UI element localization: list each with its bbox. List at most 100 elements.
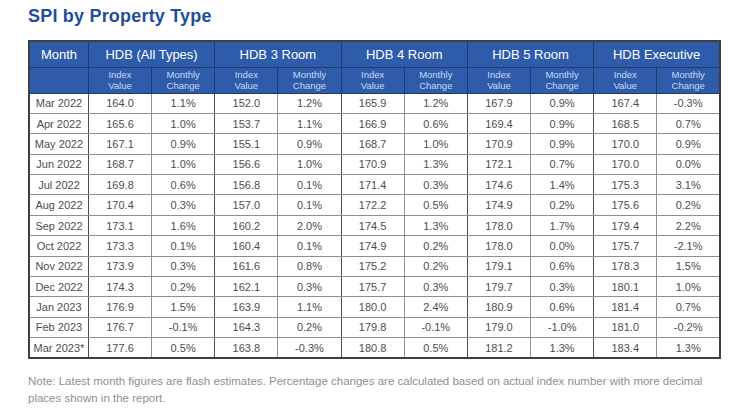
monthly-change-cell: -2.1%: [657, 236, 720, 256]
table-row: Dec 2022174.30.2%162.10.3%175.70.3%179.7…: [29, 277, 720, 297]
index-value-cell: 167.1: [88, 134, 151, 154]
index-value-cell: 161.6: [215, 256, 278, 276]
index-value-cell: 180.0: [341, 297, 404, 317]
monthly-change-cell: -0.3%: [278, 338, 341, 358]
month-cell: Aug 2022: [29, 195, 88, 215]
subheader-monthly-change: Monthly Change: [404, 67, 467, 93]
table-row: Jan 2023176.91.5%163.91.1%180.02.4%180.9…: [29, 297, 720, 317]
monthly-change-cell: 1.2%: [278, 93, 341, 113]
column-group-hdb-executive: HDB Executive: [594, 41, 720, 67]
index-value-cell: 152.0: [215, 93, 278, 113]
subheader-index-value: Index Value: [594, 67, 657, 93]
table-row: Oct 2022173.30.1%160.40.1%174.90.2%178.0…: [29, 236, 720, 256]
index-value-cell: 175.7: [341, 277, 404, 297]
index-value-cell: 156.8: [215, 175, 278, 195]
monthly-change-cell: 0.2%: [152, 277, 215, 297]
index-value-cell: 181.4: [594, 297, 657, 317]
monthly-change-cell: -0.3%: [657, 93, 720, 113]
monthly-change-cell: 0.1%: [278, 175, 341, 195]
monthly-change-cell: 0.0%: [657, 154, 720, 174]
index-value-cell: 174.9: [467, 195, 530, 215]
index-value-cell: 173.3: [88, 236, 151, 256]
index-value-cell: 169.8: [88, 175, 151, 195]
monthly-change-cell: -0.2%: [657, 317, 720, 337]
monthly-change-cell: 1.0%: [152, 154, 215, 174]
monthly-change-cell: 0.9%: [657, 134, 720, 154]
index-value-cell: 165.9: [341, 93, 404, 113]
monthly-change-cell: 0.1%: [152, 236, 215, 256]
subheader-monthly-change: Monthly Change: [657, 67, 720, 93]
monthly-change-cell: 2.4%: [404, 297, 467, 317]
monthly-change-cell: 1.6%: [152, 215, 215, 235]
monthly-change-cell: 1.5%: [657, 256, 720, 276]
month-cell: Mar 2023*: [29, 338, 88, 358]
monthly-change-cell: 0.0%: [531, 236, 594, 256]
monthly-change-cell: 0.3%: [531, 277, 594, 297]
monthly-change-cell: 0.9%: [531, 134, 594, 154]
subheader-index-value: Index Value: [88, 67, 151, 93]
monthly-change-cell: 0.2%: [657, 195, 720, 215]
table-row: Sep 2022173.11.6%160.22.0%174.51.3%178.0…: [29, 215, 720, 235]
month-cell: Sep 2022: [29, 215, 88, 235]
month-cell: Feb 2023: [29, 317, 88, 337]
index-value-cell: 167.9: [467, 93, 530, 113]
index-value-cell: 178.0: [467, 236, 530, 256]
index-value-cell: 175.6: [594, 195, 657, 215]
index-value-cell: 165.6: [88, 113, 151, 133]
monthly-change-cell: 1.3%: [657, 338, 720, 358]
monthly-change-cell: 3.1%: [657, 175, 720, 195]
monthly-change-cell: 1.0%: [404, 134, 467, 154]
monthly-change-cell: 0.6%: [404, 113, 467, 133]
monthly-change-cell: 1.7%: [531, 215, 594, 235]
monthly-change-cell: 1.4%: [531, 175, 594, 195]
column-group-hdb-5-room: HDB 5 Room: [467, 41, 593, 67]
monthly-change-cell: 0.5%: [404, 338, 467, 358]
monthly-change-cell: 0.9%: [531, 113, 594, 133]
index-value-cell: 167.4: [594, 93, 657, 113]
table-row: Jun 2022168.71.0%156.61.0%170.91.3%172.1…: [29, 154, 720, 174]
monthly-change-cell: 0.3%: [404, 175, 467, 195]
index-value-cell: 180.8: [341, 338, 404, 358]
table-header: Month HDB (All Types) HDB 3 Room HDB 4 R…: [29, 41, 720, 93]
index-value-cell: 180.1: [594, 277, 657, 297]
index-value-cell: 174.3: [88, 277, 151, 297]
index-value-cell: 168.7: [88, 154, 151, 174]
index-value-cell: 163.8: [215, 338, 278, 358]
monthly-change-cell: 0.1%: [278, 195, 341, 215]
index-value-cell: 160.4: [215, 236, 278, 256]
table-row: Feb 2023176.7-0.1%164.30.2%179.8-0.1%179…: [29, 317, 720, 337]
index-value-cell: 174.6: [467, 175, 530, 195]
index-value-cell: 155.1: [215, 134, 278, 154]
monthly-change-cell: 0.3%: [404, 277, 467, 297]
table-row: May 2022167.10.9%155.10.9%168.71.0%170.9…: [29, 134, 720, 154]
monthly-change-cell: 1.2%: [404, 93, 467, 113]
table-row: Nov 2022173.90.3%161.60.8%175.20.2%179.1…: [29, 256, 720, 276]
column-group-hdb-3-room: HDB 3 Room: [215, 41, 341, 67]
group-header-row: Month HDB (All Types) HDB 3 Room HDB 4 R…: [29, 41, 720, 67]
index-value-cell: 180.9: [467, 297, 530, 317]
month-cell: Oct 2022: [29, 236, 88, 256]
index-value-cell: 175.2: [341, 256, 404, 276]
index-value-cell: 170.0: [594, 134, 657, 154]
index-value-cell: 160.2: [215, 215, 278, 235]
monthly-change-cell: 0.2%: [404, 256, 467, 276]
index-value-cell: 168.7: [341, 134, 404, 154]
monthly-change-cell: 1.3%: [404, 154, 467, 174]
index-value-cell: 175.7: [594, 236, 657, 256]
index-value-cell: 175.3: [594, 175, 657, 195]
sub-header-row: Index Value Monthly Change Index Value M…: [29, 67, 720, 93]
index-value-cell: 166.9: [341, 113, 404, 133]
index-value-cell: 170.0: [594, 154, 657, 174]
monthly-change-cell: 1.0%: [657, 277, 720, 297]
monthly-change-cell: 0.5%: [152, 338, 215, 358]
index-value-cell: 169.4: [467, 113, 530, 133]
monthly-change-cell: 1.0%: [278, 154, 341, 174]
index-value-cell: 164.0: [88, 93, 151, 113]
index-value-cell: 177.6: [88, 338, 151, 358]
index-value-cell: 183.4: [594, 338, 657, 358]
index-value-cell: 157.0: [215, 195, 278, 215]
index-value-cell: 170.9: [341, 154, 404, 174]
monthly-change-cell: 1.3%: [404, 215, 467, 235]
monthly-change-cell: 0.7%: [657, 297, 720, 317]
index-value-cell: 153.7: [215, 113, 278, 133]
